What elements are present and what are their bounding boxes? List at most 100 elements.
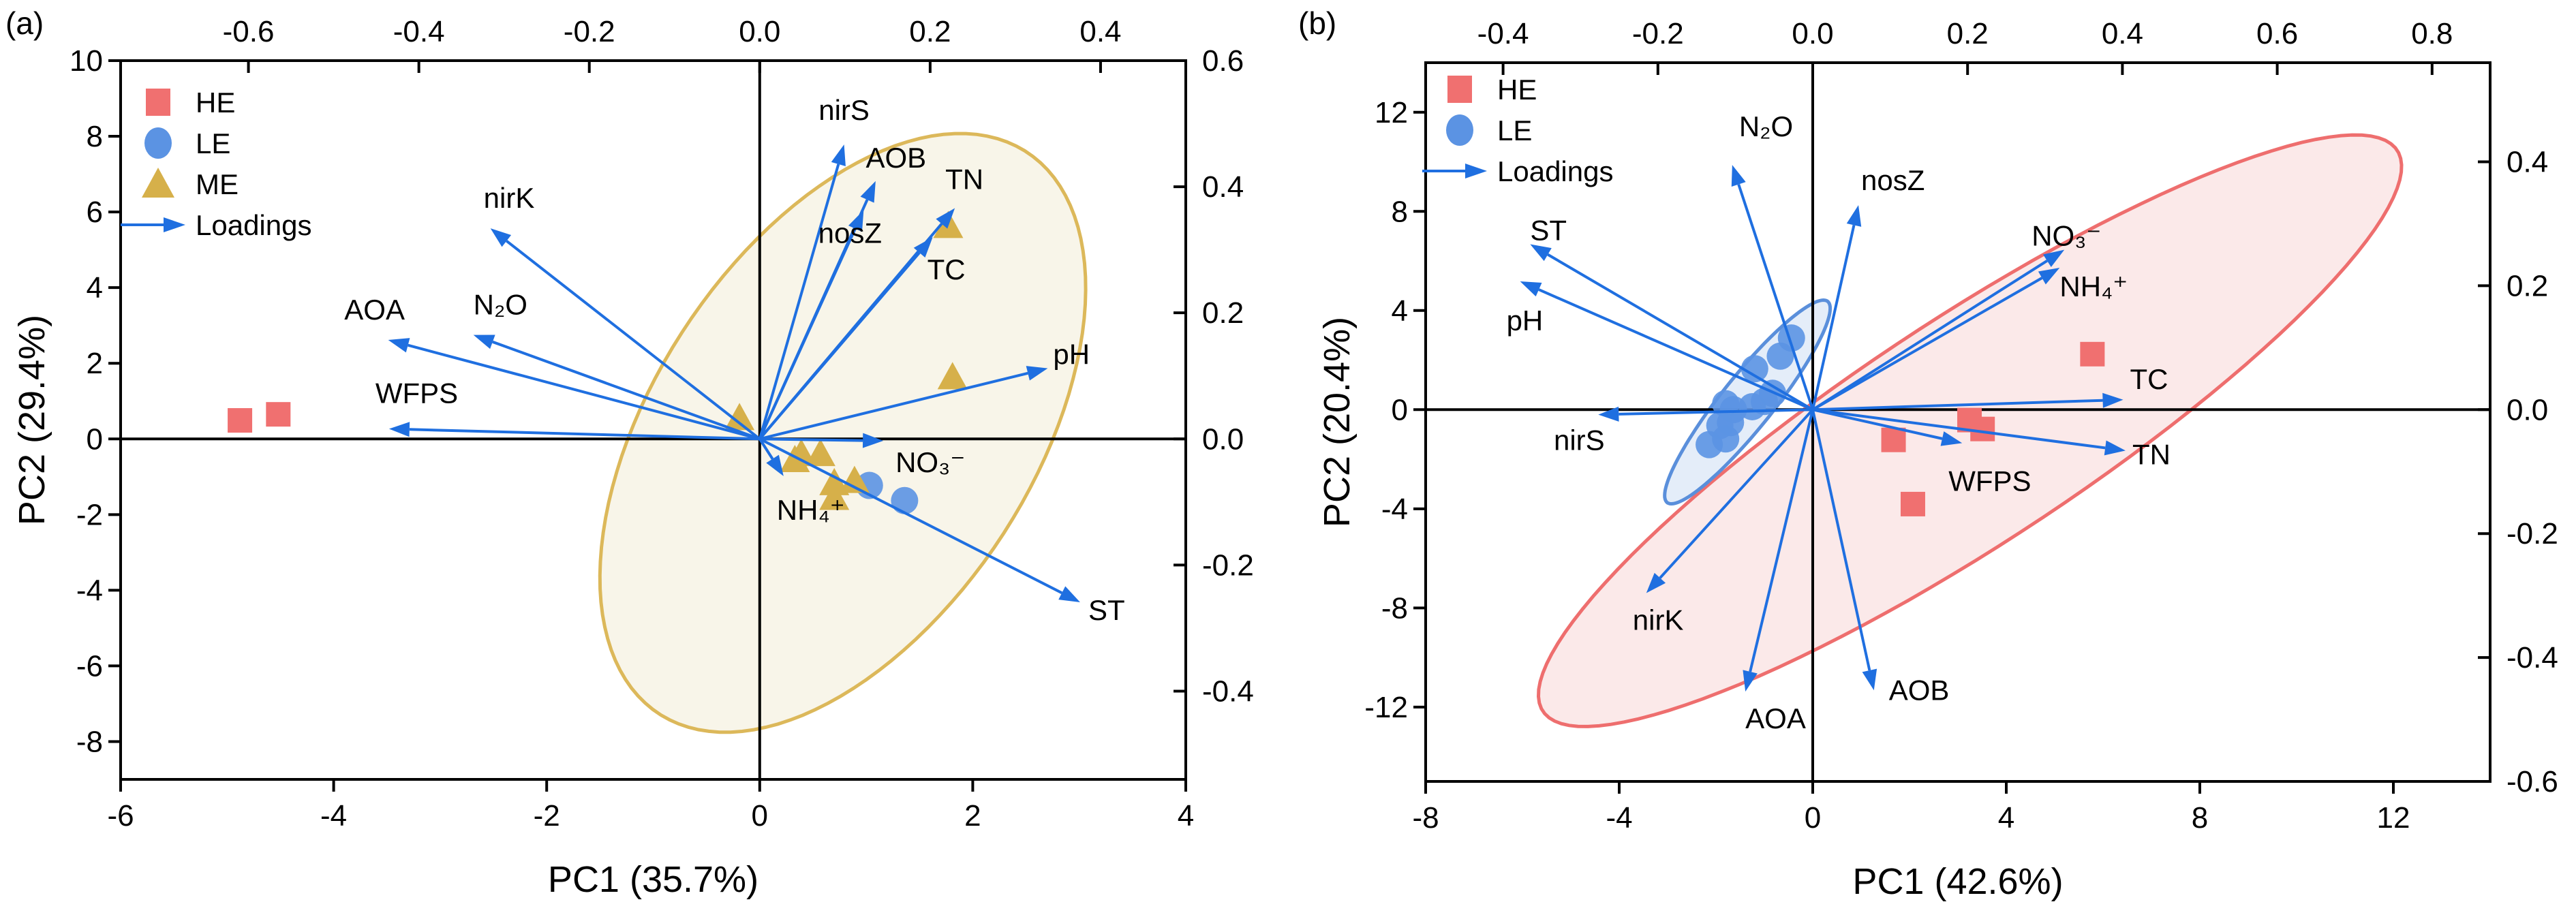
loading-label: NH₄⁺ <box>777 494 845 526</box>
y-tick-label: 10 <box>70 44 103 78</box>
top-tick-label: 0.2 <box>1947 17 1989 50</box>
loading-arrow <box>759 366 1048 441</box>
loading-arrowhead <box>2038 268 2060 285</box>
loading-arrow <box>1743 409 1814 692</box>
loading-label: NH₄⁺ <box>2059 270 2128 302</box>
loading-arrowhead <box>490 228 512 247</box>
x-tick-label: -6 <box>107 799 134 833</box>
loading-arrowhead <box>913 237 933 258</box>
top-tick-label: -0.4 <box>1477 17 1529 50</box>
point-me <box>724 403 755 431</box>
loading-label: nosZ <box>818 217 882 249</box>
point-he <box>1900 491 1925 516</box>
top-tick-label: 0.6 <box>2256 17 2298 50</box>
point-me <box>805 439 835 467</box>
legend-marker-me <box>142 168 174 198</box>
loading-shaft <box>1811 225 1856 410</box>
loading-arrow <box>758 237 933 440</box>
plot-frame <box>1424 61 2491 783</box>
loading-arrow <box>758 437 1080 602</box>
loading-arrowhead <box>1530 244 1552 262</box>
x-tick-label: 12 <box>2377 801 2410 835</box>
right-tick-label: 0.4 <box>2506 146 2548 179</box>
loading-label: AOA <box>1745 702 1806 734</box>
loading-shaft <box>1812 399 2103 411</box>
loading-shaft <box>758 438 774 460</box>
right-tick-label: -0.6 <box>2506 765 2558 798</box>
loading-arrowhead <box>473 335 495 349</box>
loading-arrow <box>1812 268 2060 411</box>
y-tick-label: 4 <box>1392 294 1408 328</box>
top-tick-label: 0.8 <box>2411 17 2453 50</box>
loading-arrowhead <box>1598 406 1619 422</box>
loading-shaft <box>1811 260 2048 411</box>
loading-label: NO₃⁻ <box>2031 220 2101 252</box>
right-tick-label: -0.4 <box>1202 674 1254 708</box>
loading-arrow <box>473 335 761 441</box>
legend: HE LE Loadings <box>1422 74 1613 187</box>
y-tick-label: -4 <box>1381 493 1408 526</box>
panel-a: nirS AOB TN nosZ TC nirK N₂O AOA WFPS pH ST NO₃⁻ NH₄… <box>5 5 1254 900</box>
loading-shaft <box>759 437 863 442</box>
loading-shaft <box>1749 409 1814 672</box>
loading-shaft <box>506 240 761 440</box>
loading-shaft <box>492 340 761 441</box>
x-tick-label: 0 <box>1805 801 1821 835</box>
loading-arrowhead <box>388 338 410 353</box>
legend-loadings-arrowhead <box>1465 164 1487 178</box>
loading-arrowhead <box>1940 431 1963 446</box>
loading-arrowhead <box>848 210 864 232</box>
loading-arrow <box>1812 408 1963 446</box>
y-tick-label: 4 <box>87 271 103 305</box>
loading-shaft <box>758 251 921 440</box>
x-tick-label: 4 <box>1178 799 1194 833</box>
loading-arrow <box>1731 165 1814 410</box>
loading-shaft <box>409 428 760 441</box>
loading-label: AOB <box>1889 674 1950 706</box>
top-tick-label: -0.6 <box>223 15 275 48</box>
loading-shaft <box>1812 408 1943 440</box>
x-tick-label: 0 <box>752 799 768 833</box>
legend-label: Loadings <box>1497 155 1613 187</box>
loading-arrowhead <box>831 144 846 166</box>
loading-arrowhead <box>1058 586 1080 602</box>
y-tick-label: -2 <box>76 498 103 531</box>
right-tick-label: -0.2 <box>2506 517 2558 550</box>
y-tick-label: 12 <box>1375 96 1408 129</box>
x-tick-label: -2 <box>534 799 560 833</box>
top-tick-label: -0.2 <box>564 15 615 48</box>
right-tick-label: -0.2 <box>1202 548 1254 582</box>
loading-shaft <box>758 164 840 439</box>
top-tick-label: 0.4 <box>1079 15 1121 48</box>
loading-label: AOB <box>866 142 927 174</box>
right-tick-label: 0.2 <box>2506 269 2548 302</box>
legend-label: LE <box>1497 114 1532 146</box>
loading-label: TC <box>927 253 966 285</box>
panel-label: (b) <box>1298 5 1336 41</box>
point-le <box>1696 431 1723 458</box>
loading-label: WFPS <box>375 377 458 409</box>
legend-marker-he <box>146 89 170 116</box>
y-tick-label: 6 <box>87 196 103 229</box>
y-tick-label: -8 <box>1381 591 1408 625</box>
loading-shaft <box>758 228 857 440</box>
loading-shaft <box>1538 288 1813 411</box>
legend-marker-le <box>1446 114 1473 146</box>
loading-label: nirS <box>1554 424 1605 456</box>
right-tick-label: 0.2 <box>1202 296 1244 330</box>
loading-arrowhead <box>1743 670 1758 692</box>
y-tick-label: -8 <box>76 725 103 758</box>
point-le <box>891 486 919 514</box>
loading-arrow <box>1812 392 2123 411</box>
y-axis-title: PC2 (20.4%) <box>1317 317 1358 527</box>
loading-arrowhead <box>1520 281 1542 297</box>
loading-arrowhead <box>2042 249 2065 268</box>
loading-arrowhead <box>936 208 955 229</box>
point-he <box>2080 341 2105 367</box>
legend-label: HE <box>196 87 235 119</box>
loading-arrow <box>1811 205 1862 410</box>
y-tick-label: -4 <box>76 574 103 607</box>
loading-arrowhead <box>1731 165 1746 187</box>
loading-arrowhead <box>862 433 884 448</box>
plot-area <box>1426 63 2490 781</box>
